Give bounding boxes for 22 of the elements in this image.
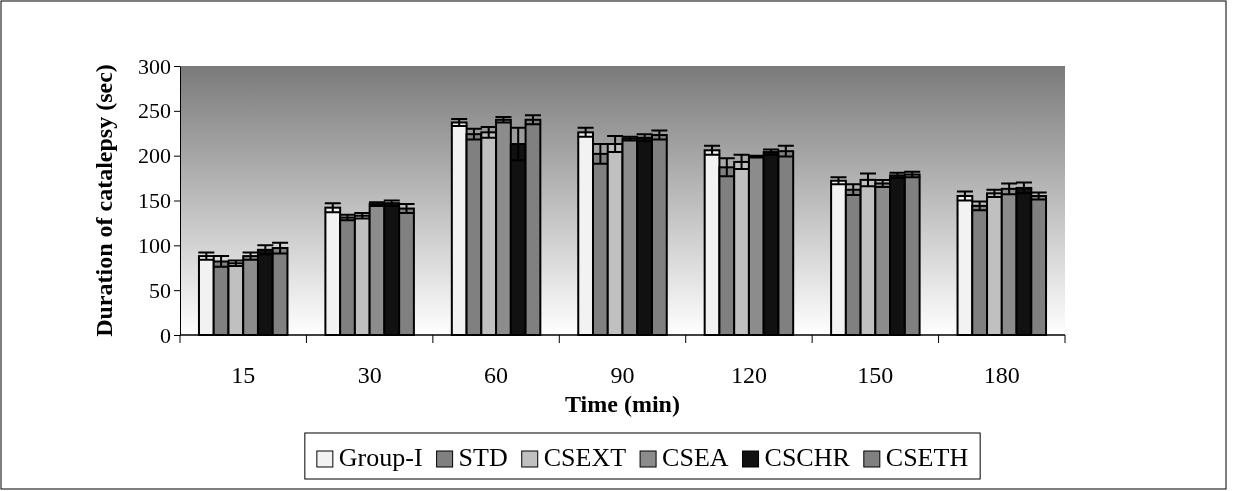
x-tick-label: 15 [231, 362, 256, 388]
legend-label: STD [458, 443, 508, 472]
y-tick-label: 300 [138, 53, 171, 79]
x-tick-label: 120 [730, 362, 767, 388]
legend-label: CSCHR [764, 443, 851, 472]
legend-label: Group-I [338, 443, 423, 472]
y-axis-title: Duration of catalepsy (sec) [91, 64, 117, 337]
x-axis-title: Time (min) [565, 391, 680, 417]
legend-label: CSETH [885, 443, 969, 472]
x-tick-label: 60 [484, 362, 509, 388]
y-tick-label: 0 [160, 322, 171, 348]
y-tick-label: 200 [138, 143, 171, 169]
y-tick-label: 150 [138, 188, 171, 214]
y-tick-label: 250 [138, 98, 171, 124]
x-tick-label: 150 [857, 362, 894, 388]
y-tick-label: 100 [138, 232, 171, 258]
legend-label: CSEXT [543, 443, 627, 472]
x-tick-label: 30 [357, 362, 382, 388]
y-tick-label: 50 [149, 277, 171, 303]
x-tick-label: 180 [983, 362, 1020, 388]
x-tick-label: 90 [610, 362, 635, 388]
legend-label: CSEA [662, 443, 729, 472]
